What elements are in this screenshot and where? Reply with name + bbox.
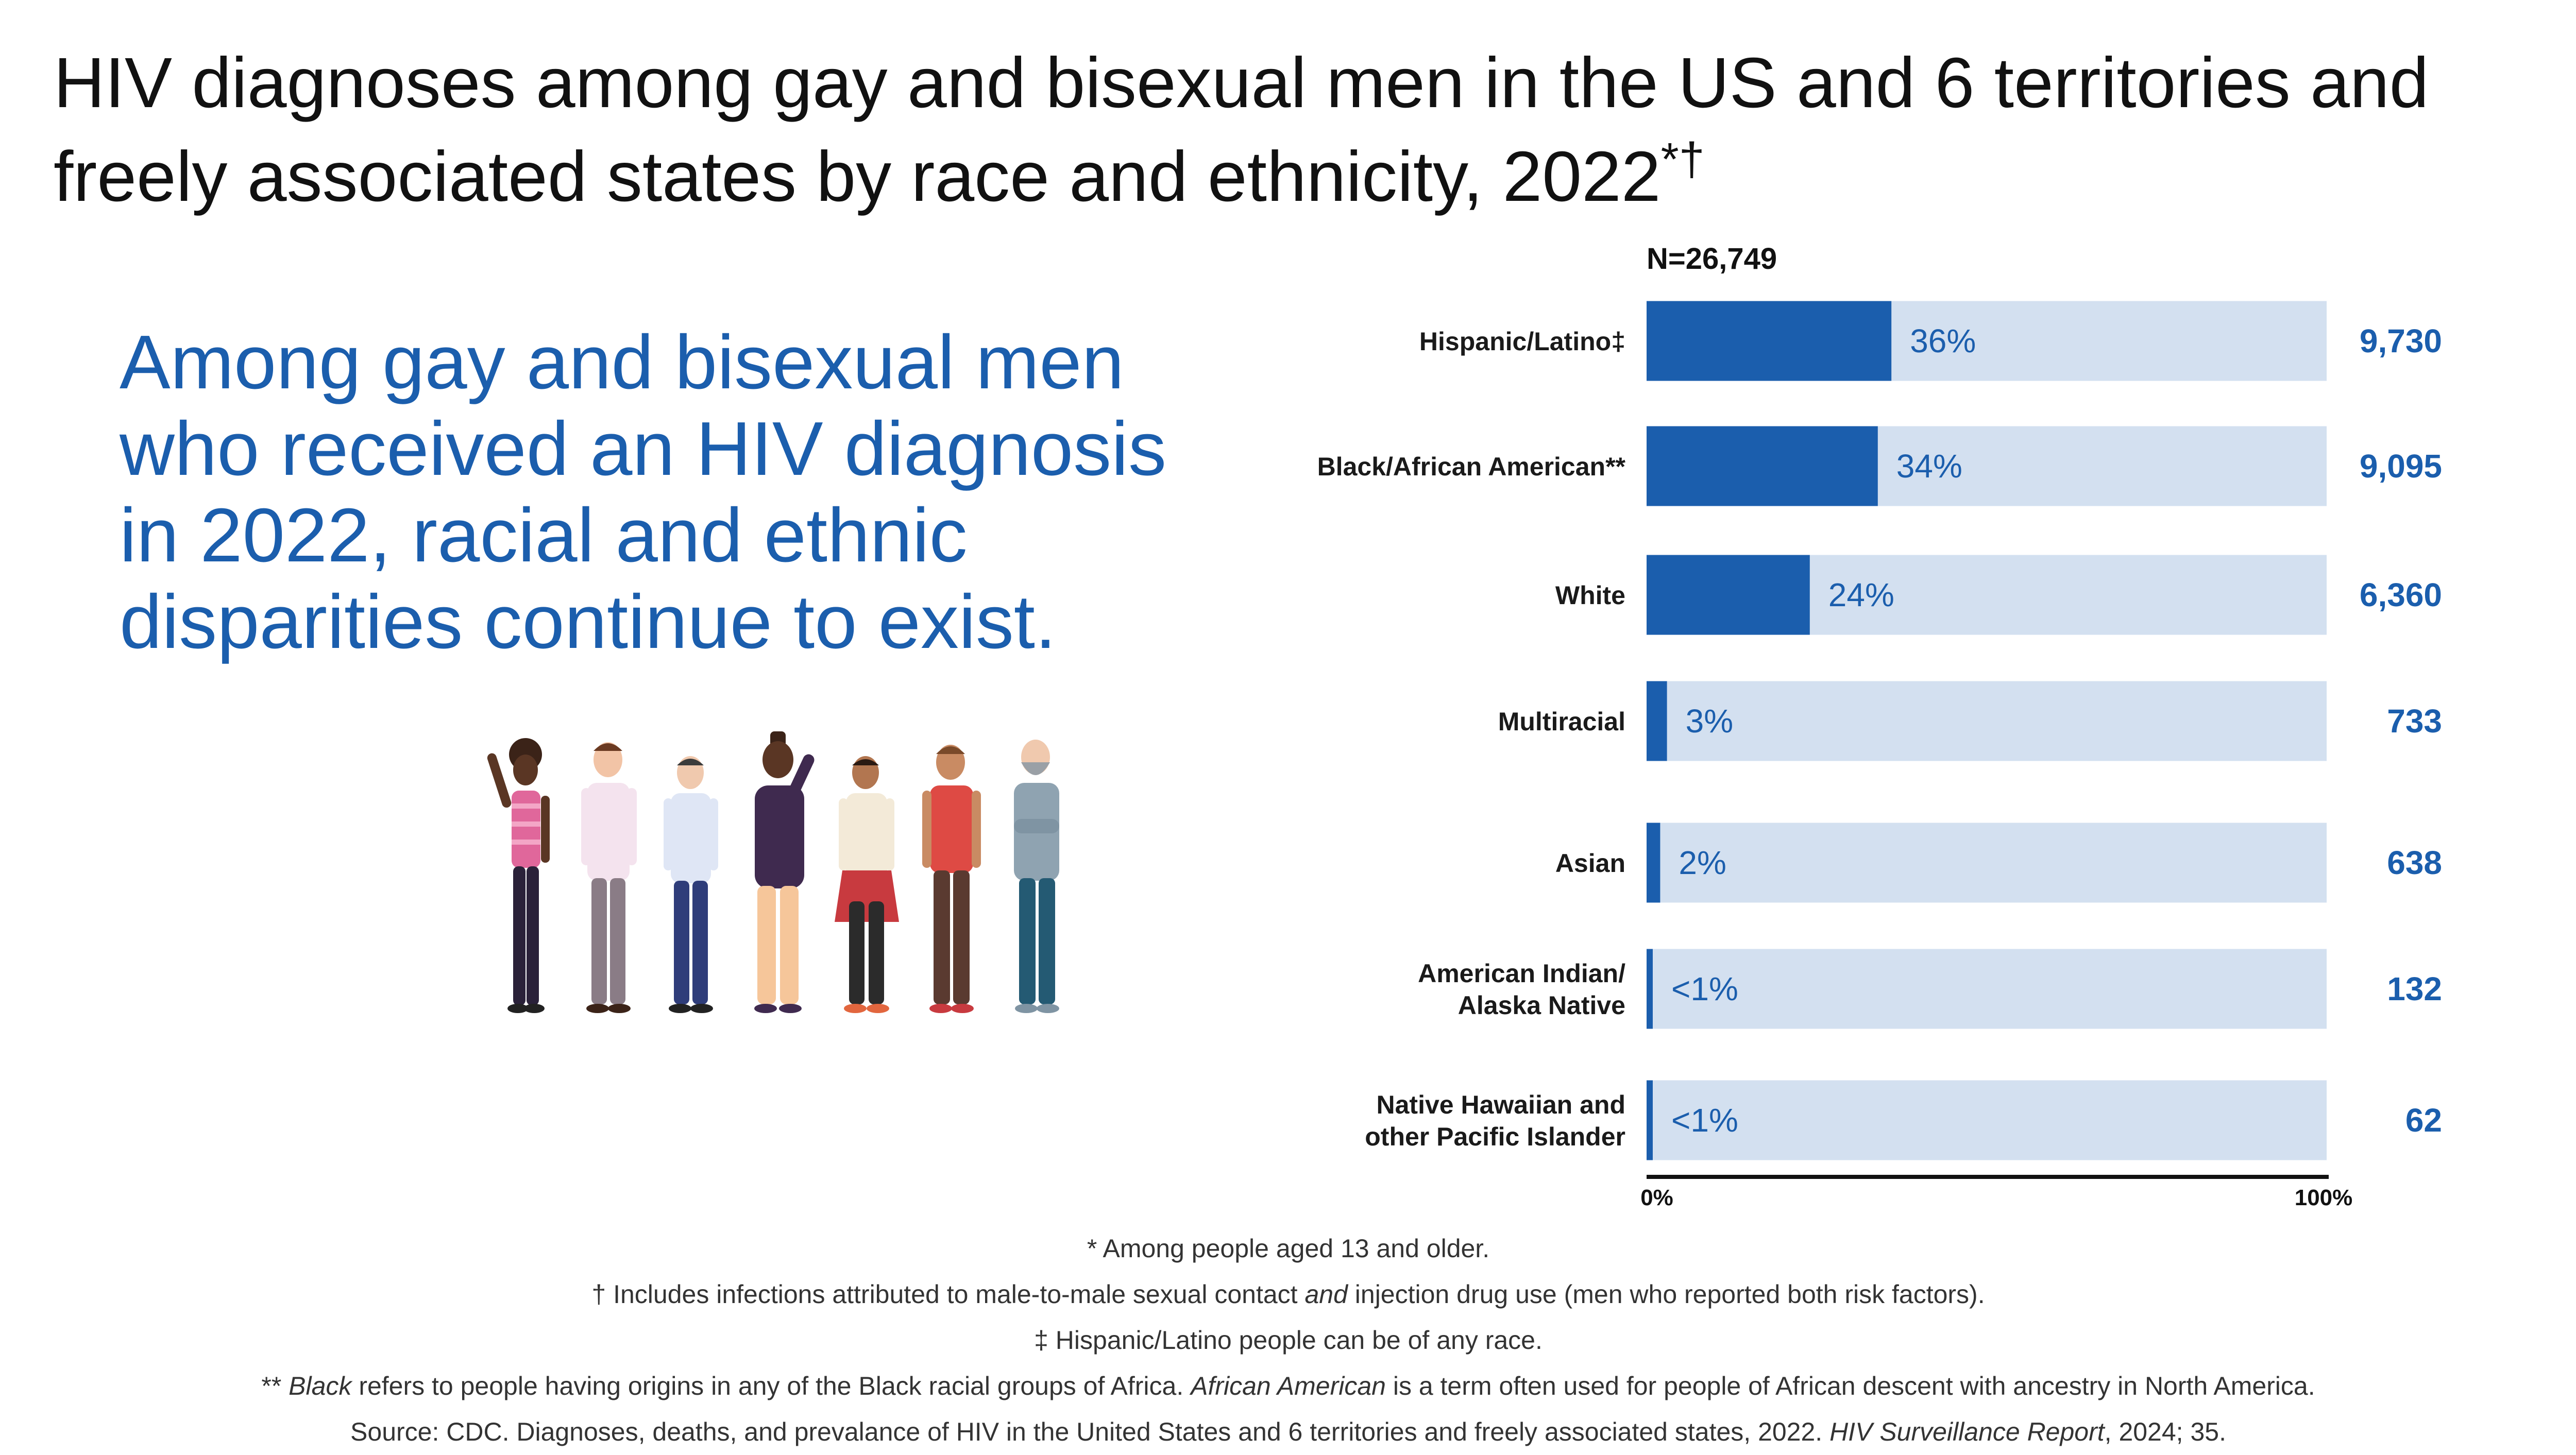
category-label: American Indian/Alaska Native	[1418, 959, 1625, 1020]
person-figure	[581, 742, 637, 1013]
person-figure	[1014, 740, 1059, 1013]
bar-count-label: 62	[2405, 1102, 2442, 1139]
bar-percent-label: 34%	[1896, 448, 1962, 485]
footnote-text: **	[261, 1372, 289, 1400]
footnote-text: refers to people having origins in any o…	[351, 1372, 1191, 1400]
bar	[1647, 555, 1810, 635]
footnote-text: † Includes infections attributed to male…	[591, 1280, 1305, 1309]
page-title: HIV diagnoses among gay and bisexual men…	[54, 36, 2527, 224]
footnote-emphasis: and	[1304, 1280, 1348, 1309]
people-illustration	[487, 731, 1059, 1013]
bar	[1647, 426, 1878, 506]
footnote-text: Source: CDC. Diagnoses, deaths, and prev…	[350, 1417, 1830, 1446]
bar-percent-label: <1%	[1671, 1102, 1738, 1139]
category-label: Native Hawaiian and other Pacific Islande…	[1365, 1090, 1625, 1151]
category-label: Multiracial	[1498, 707, 1625, 736]
category-label: Asian	[1555, 849, 1625, 878]
bar-track	[1647, 823, 2327, 903]
person-figure	[835, 756, 899, 1013]
footnote-emphasis: HIV Surveillance Report	[1829, 1417, 2105, 1446]
bar	[1647, 681, 1667, 761]
bar	[1647, 301, 1892, 381]
bar-count-label: 638	[2387, 844, 2442, 881]
person-figure	[754, 731, 815, 1013]
footnote-source: Source: CDC. Diagnoses, deaths, and prev…	[0, 1409, 2576, 1455]
footnote-black: ** Black refers to people having origins…	[0, 1363, 2576, 1409]
bar-track	[1647, 681, 2327, 761]
footnote-emphasis: Black	[289, 1372, 352, 1400]
bar-track	[1647, 949, 2327, 1029]
bar	[1647, 1080, 1653, 1160]
footnote-hispanic: ‡ Hispanic/Latino people can be of any r…	[1034, 1326, 1543, 1355]
bar-count-label: 9,095	[2360, 448, 2442, 485]
person-figure	[922, 745, 981, 1013]
bar-count-label: 733	[2387, 703, 2442, 740]
footnotes: * Among people aged 13 and older. † Incl…	[0, 1226, 2576, 1455]
bar-percent-label: <1%	[1671, 970, 1738, 1007]
footnote-age: * Among people aged 13 and older.	[1087, 1234, 1490, 1263]
title-text: HIV diagnoses among gay and bisexual men…	[54, 43, 2429, 216]
category-label: Black/African American**	[1317, 452, 1626, 481]
chart-total-label: N=26,749	[1647, 242, 1777, 276]
bar-percent-label: 24%	[1828, 576, 1894, 613]
bar-count-label: 9,730	[2360, 322, 2442, 360]
lead-statement: Among gay and bisexual men who received …	[120, 320, 1167, 664]
bar-count-label: 132	[2387, 970, 2442, 1007]
bar-track	[1647, 1080, 2327, 1160]
bar	[1647, 823, 1660, 903]
category-label: White	[1555, 581, 1625, 610]
person-figure	[487, 738, 550, 1013]
person-figure	[664, 756, 718, 1013]
footnote-text: injection drug use (men who reported bot…	[1347, 1280, 1985, 1309]
footnote-text: is a term often used for people of Afric…	[1385, 1372, 2315, 1400]
bar	[1647, 949, 1653, 1029]
bar-percent-label: 3%	[1686, 703, 1734, 740]
x-tick-label: 100%	[2295, 1185, 2353, 1210]
bar-count-label: 6,360	[2360, 576, 2442, 613]
x-tick-label: 0%	[1640, 1185, 1673, 1210]
footnote-text: , 2024; 35.	[2104, 1417, 2226, 1446]
title-footnote-marks: *†	[1660, 134, 1705, 185]
footnote-risk: † Includes infections attributed to male…	[0, 1272, 2576, 1317]
category-label: Hispanic/Latino‡	[1419, 327, 1625, 356]
bar-percent-label: 36%	[1910, 322, 1976, 360]
bar-percent-label: 2%	[1679, 844, 1726, 881]
footnote-emphasis: African American	[1191, 1372, 1386, 1400]
